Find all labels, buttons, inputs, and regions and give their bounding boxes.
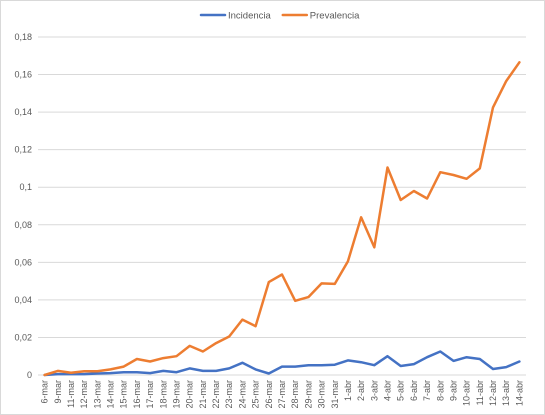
x-tick-label: 23-mar (224, 380, 234, 409)
x-tick-label: 30-mar (317, 380, 327, 409)
x-tick-label: 6-mar (40, 380, 50, 404)
x-tick-label: 29-mar (303, 380, 313, 409)
y-axis-tick-labels: 0 0,02 0,04 0,06 0,08 0,1 0,12 0,14 0,16 0,18 (14, 32, 32, 380)
x-tick-label: 2-abr (356, 380, 366, 401)
x-tick-label: 18-mar (158, 380, 168, 409)
gridlines (38, 36, 526, 376)
x-tick-label: 10-abr (462, 380, 472, 406)
series-lines (43, 61, 521, 377)
x-tick-label: 14-mar (106, 380, 116, 409)
x-tick-label: 16-mar (132, 380, 142, 409)
y-tick-label: 0,14 (14, 107, 32, 117)
x-tick-label: 7-abr (422, 380, 432, 401)
x-tick-label: 22-mar (211, 380, 221, 409)
y-tick-label: 0,08 (14, 220, 32, 230)
x-tick-label: 28-mar (290, 380, 300, 409)
x-tick-label: 5-abr (396, 380, 406, 401)
x-tick-label: 12-mar (79, 380, 89, 409)
x-tick-label: 8-abr (435, 380, 445, 401)
y-tick-label: 0,02 (14, 332, 32, 342)
legend: Incidencia Prevalencia (199, 11, 360, 22)
x-tick-label: 9-mar (53, 380, 63, 404)
x-tick-label: 20-mar (185, 380, 195, 409)
legend-label: Incidencia (228, 11, 271, 22)
x-tick-label: 19-mar (171, 380, 181, 409)
x-tick-label: 14-abr (514, 380, 524, 406)
series-line-incidencia (43, 350, 521, 377)
x-tick-label: 13-mar (92, 380, 102, 409)
x-tick-label: 31-mar (330, 380, 340, 409)
y-tick-label: 0,18 (14, 32, 32, 42)
x-tick-label: 3-abr (369, 380, 379, 401)
y-tick-label: 0,1 (19, 182, 32, 192)
x-tick-label: 6-abr (409, 380, 419, 401)
legend-label: Prevalencia (310, 11, 360, 22)
x-tick-label: 1-abr (343, 380, 353, 401)
y-tick-label: 0,16 (14, 70, 32, 80)
x-tick-label: 12-abr (488, 380, 498, 406)
x-axis-tick-labels: 6-mar 9-mar 11-mar 12-mar 13-mar 14-mar 15-mar… (40, 380, 525, 409)
y-tick-label: 0,04 (14, 295, 32, 305)
series-line-prevalencia (43, 61, 521, 377)
x-tick-label: 21-mar (198, 380, 208, 409)
y-tick-label: 0,06 (14, 257, 32, 267)
x-tick-label: 9-abr (448, 380, 458, 401)
x-tick-label: 13-abr (501, 380, 511, 406)
x-tick-label: 24-mar (237, 380, 247, 409)
x-tick-label: 4-abr (383, 380, 393, 401)
x-tick-label: 26-mar (264, 380, 274, 409)
x-tick-label: 15-mar (119, 380, 129, 409)
y-tick-label: 0 (27, 370, 32, 380)
x-tick-label: 27-mar (277, 380, 287, 409)
x-tick-label: 11-mar (66, 380, 76, 408)
x-tick-label: 17-mar (145, 380, 155, 409)
y-tick-label: 0,12 (14, 145, 32, 155)
x-tick-label: 11-abr (475, 380, 485, 405)
x-tick-label: 25-mar (251, 380, 261, 409)
